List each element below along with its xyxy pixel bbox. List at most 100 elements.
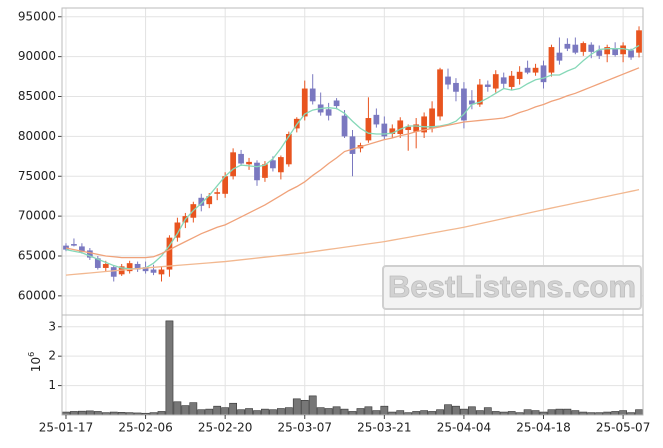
- volume-bar: [221, 407, 230, 416]
- volume-bar: [229, 402, 237, 416]
- moving-average-line: [65, 189, 640, 276]
- volume-bar: [269, 409, 277, 416]
- volume-bar: [173, 401, 182, 416]
- volume-bar: [356, 408, 365, 416]
- x-tick-label: 25-04-18: [516, 421, 570, 435]
- candle-body: [102, 263, 109, 268]
- candle-body: [134, 263, 141, 270]
- candle-body: [572, 44, 579, 53]
- y-tick-label: 2: [48, 349, 56, 363]
- candle-body: [79, 246, 85, 253]
- volume-bar: [563, 408, 572, 416]
- volume-bar: [316, 407, 325, 416]
- candle-body: [262, 164, 268, 178]
- candle-body: [636, 30, 642, 53]
- candle-body: [421, 116, 427, 133]
- candle-body: [564, 43, 571, 49]
- volume-bar: [507, 411, 516, 416]
- volume-axis-unit: 106: [27, 352, 43, 372]
- x-tick-label: 25-02-06: [118, 421, 172, 435]
- candle-body: [476, 84, 483, 105]
- volume-bar: [324, 408, 333, 416]
- candle-body: [238, 153, 244, 164]
- candle-body: [500, 77, 507, 84]
- candle-body: [524, 67, 531, 73]
- volume-bar: [364, 406, 373, 416]
- candle-body: [508, 75, 515, 87]
- candle-body: [620, 45, 626, 55]
- candle-body: [214, 192, 221, 194]
- volume-bar: [292, 398, 301, 416]
- y-tick-label: 75000: [18, 169, 56, 183]
- candle-body: [222, 176, 229, 194]
- volume-bar: [205, 408, 214, 416]
- candle-body: [270, 160, 276, 169]
- volume-bar: [165, 320, 174, 416]
- unit-exponent: 6: [27, 352, 36, 357]
- plot-frame: [61, 314, 644, 416]
- volume-bar: [261, 408, 269, 416]
- volume-bar: [372, 410, 381, 416]
- candle-body: [516, 71, 523, 79]
- candle-body: [230, 152, 236, 177]
- candle-body: [612, 48, 619, 56]
- volume-bar: [436, 409, 444, 416]
- candle-body: [174, 222, 181, 238]
- candle-body: [63, 245, 69, 250]
- volume-bar: [197, 409, 206, 416]
- candle-body: [341, 115, 348, 137]
- watermark-box: [382, 265, 642, 310]
- volume-bar: [93, 411, 102, 416]
- candle-body: [158, 269, 165, 275]
- y-tick-label: 3: [48, 319, 56, 333]
- candle-body: [532, 67, 539, 73]
- volume-bar: [237, 409, 245, 416]
- x-tick-label: 25-01-17: [39, 421, 93, 435]
- volume-bar: [444, 404, 452, 416]
- candle-body: [548, 47, 555, 73]
- y-tick-label: 85000: [18, 89, 56, 103]
- volume-bar: [308, 395, 317, 416]
- volume-bar: [284, 407, 293, 416]
- candle-body: [349, 136, 356, 154]
- candle-body: [413, 124, 420, 132]
- volume-bar: [412, 411, 421, 416]
- volume-bar: [396, 410, 405, 416]
- candle-body: [381, 123, 388, 137]
- volume-bar: [380, 405, 389, 416]
- candle-body: [254, 162, 260, 181]
- candle-body: [206, 196, 213, 205]
- candle-body: [453, 82, 459, 92]
- candle-body: [198, 197, 205, 206]
- moving-average-line: [65, 44, 640, 270]
- candle-body: [365, 118, 372, 141]
- candle-body: [389, 128, 396, 134]
- candle-body: [588, 44, 595, 52]
- volume-bar: [523, 409, 532, 416]
- volume-bar: [78, 410, 86, 416]
- candle-body: [604, 47, 611, 55]
- candle-body: [333, 100, 340, 107]
- volume-bar: [253, 410, 261, 416]
- volume-bar: [70, 411, 78, 416]
- candle-body: [126, 263, 133, 272]
- x-tick-label: 25-04-04: [437, 421, 491, 435]
- candle-body: [540, 65, 547, 83]
- volume-bar: [531, 410, 540, 416]
- volume-bar: [340, 408, 349, 416]
- volume-bar: [475, 410, 484, 416]
- volume-bar: [571, 410, 580, 416]
- candle-body: [484, 84, 491, 87]
- candle-body: [445, 76, 451, 85]
- candle-body: [628, 50, 634, 58]
- candle-body: [556, 52, 563, 61]
- candle-body: [429, 108, 435, 129]
- candle-body: [461, 88, 467, 121]
- candle-body: [150, 269, 157, 273]
- volume-bar: [189, 402, 198, 416]
- volume-bar: [85, 410, 94, 416]
- candle-body: [166, 237, 173, 270]
- volume-bar: [491, 411, 500, 416]
- volume-bar: [276, 408, 285, 416]
- candle-body: [278, 157, 284, 173]
